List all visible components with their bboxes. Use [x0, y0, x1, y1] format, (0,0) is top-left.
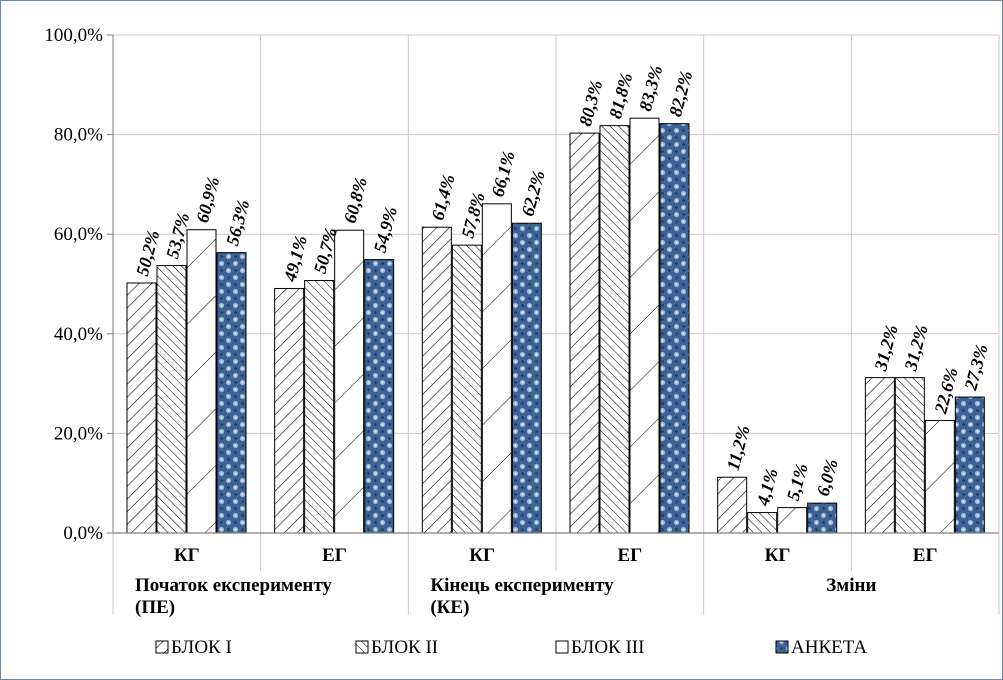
- bar: [216, 252, 247, 534]
- data-label: 60,8%: [340, 175, 371, 225]
- axes: [112, 35, 999, 534]
- data-label: 61,4%: [427, 172, 458, 222]
- bars: [126, 117, 985, 534]
- bar: [954, 396, 985, 534]
- data-label: 81,8%: [605, 71, 636, 121]
- bar: [599, 125, 630, 534]
- bar: [421, 226, 452, 534]
- data-label: 31,2%: [870, 323, 902, 374]
- category-label: ЕГ: [322, 545, 347, 566]
- y-tick-label: 100,0%: [44, 25, 103, 46]
- group-label: Кінець експерименту: [430, 575, 614, 596]
- data-label: 54,9%: [370, 205, 401, 255]
- bar: [924, 419, 955, 534]
- group-label: (ПЕ): [135, 597, 175, 618]
- bar: [451, 244, 482, 534]
- data-label: 11,2%: [723, 423, 754, 472]
- y-tick-label: 80,0%: [54, 125, 103, 146]
- bar: [126, 282, 157, 534]
- data-label: 82,2%: [665, 69, 696, 119]
- category-label: КГ: [174, 545, 200, 566]
- bar: [569, 132, 600, 534]
- data-label: 56,3%: [222, 198, 253, 248]
- category-label: КГ: [469, 545, 495, 566]
- legend-swatch: [355, 640, 369, 654]
- legend-label: БЛОК I: [171, 637, 232, 658]
- bar: [334, 229, 365, 534]
- group-label: (КЕ): [430, 597, 469, 618]
- data-label: 4,1%: [752, 466, 781, 508]
- y-axis-ticks: 0,0% 20,0% 40,0% 60,0% 80,0% 100,0%: [44, 25, 113, 544]
- legend-label: АНКЕТА: [791, 637, 867, 658]
- data-label: 66,1%: [487, 149, 518, 199]
- legend-label: БЛОК II: [371, 637, 438, 658]
- category-label: КГ: [765, 545, 791, 566]
- data-label: 80,3%: [575, 78, 606, 128]
- bar: [304, 280, 335, 534]
- bar: [511, 222, 542, 534]
- group-label: Зміни: [826, 575, 876, 596]
- data-label: 31,2%: [900, 323, 932, 374]
- data-label: 27,3%: [960, 342, 992, 393]
- y-tick-label: 60,0%: [54, 224, 103, 245]
- bar: [274, 287, 305, 534]
- legend-swatch: [155, 640, 169, 654]
- y-tick-label: 20,0%: [54, 423, 103, 444]
- bar: [156, 265, 187, 534]
- group-label: Початок експерименту: [135, 575, 332, 596]
- legend: БЛОК I БЛОК II БЛОК III АНКЕТА: [155, 637, 867, 658]
- y-tick-label: 0,0%: [63, 523, 103, 544]
- data-label: 60,9%: [192, 175, 223, 225]
- bar: [717, 476, 748, 534]
- bar: [894, 377, 925, 534]
- category-label: ЕГ: [617, 545, 642, 566]
- bar: [807, 502, 838, 534]
- data-label: 62,2%: [517, 168, 548, 218]
- bar: [777, 507, 808, 534]
- bar: [186, 229, 217, 534]
- data-label: 5,1%: [783, 461, 812, 502]
- y-tick-label: 40,0%: [54, 324, 103, 345]
- data-label: 6,0%: [813, 457, 842, 498]
- bar: [864, 377, 895, 534]
- data-label: 49,1%: [279, 233, 311, 284]
- bar: [481, 203, 512, 534]
- bar: [747, 512, 778, 534]
- bar: [629, 117, 660, 534]
- legend-swatch: [555, 640, 569, 654]
- legend-label: БЛОК III: [571, 637, 644, 658]
- category-label: ЕГ: [913, 545, 938, 566]
- legend-swatch: [775, 640, 789, 654]
- bar: [364, 259, 395, 534]
- bar: [659, 123, 690, 534]
- data-label: 83,3%: [635, 63, 666, 113]
- category-labels: КГ ЕГ КГ ЕГ КГ ЕГ Початок експерименту(ПЕ) Кіне…: [135, 545, 938, 618]
